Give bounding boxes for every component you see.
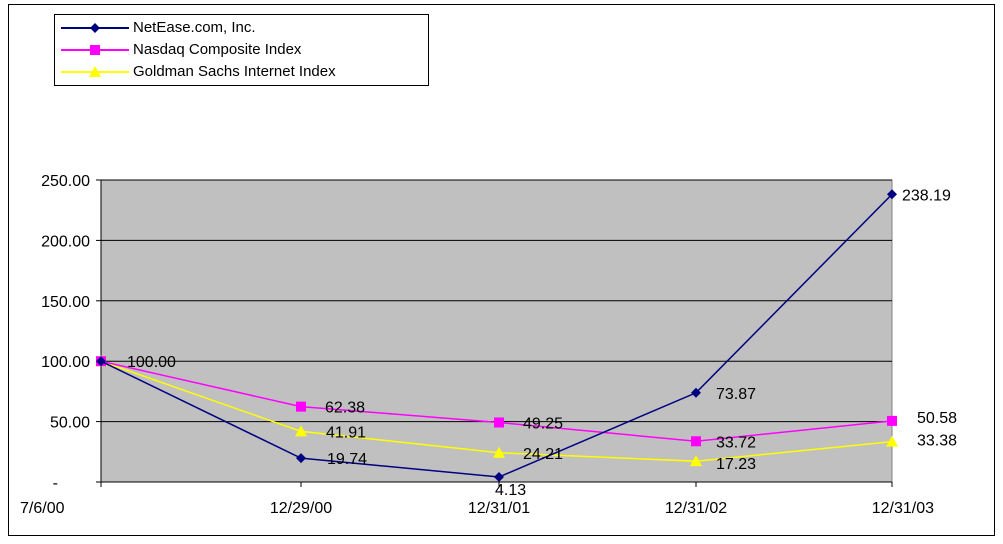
data-point: [493, 446, 505, 458]
data-point: [690, 455, 702, 467]
data-point: [295, 425, 307, 437]
data-label: 238.19: [902, 187, 951, 204]
y-tick-label: 200.00: [41, 233, 90, 250]
legend-marker-diamond-icon: [61, 23, 129, 33]
y-tick-label: -: [53, 475, 58, 492]
data-label: 62.38: [325, 400, 365, 417]
data-label: 19.74: [327, 451, 367, 468]
legend-label-netease: NetEase.com, Inc.: [133, 19, 256, 36]
data-label: 41.91: [326, 424, 366, 441]
data-label: 33.38: [917, 433, 957, 450]
data-label: 49.25: [523, 416, 563, 433]
legend-item-goldman: Goldman Sachs Internet Index: [55, 62, 428, 82]
data-point: [887, 415, 897, 426]
plot-area: [100, 179, 893, 483]
data-labels: 100.00 19.74 4.13 73.87 238.19 62.38 49.25 33.7…: [127, 187, 957, 499]
y-tick-label: 250.00: [41, 173, 90, 190]
x-tick-label: 12/31/01: [468, 500, 530, 517]
series-layer: [95, 189, 898, 483]
data-label: 4.13: [495, 482, 526, 499]
x-tick-label: 12/29/00: [270, 500, 332, 517]
legend-label-goldman: Goldman Sachs Internet Index: [133, 63, 336, 80]
legend: NetEase.com, Inc. Nasdaq Composite Index…: [54, 14, 429, 86]
data-label: 24.21: [523, 446, 563, 463]
data-point: [691, 387, 701, 398]
data-label: 17.23: [716, 456, 756, 473]
data-point: [494, 472, 504, 483]
legend-marker-square-icon: [61, 45, 129, 55]
legend-label-nasdaq: Nasdaq Composite Index: [133, 41, 302, 58]
legend-item-nasdaq: Nasdaq Composite Index: [55, 40, 428, 60]
y-tick-label: 100.00: [41, 354, 90, 371]
data-point: [887, 189, 897, 200]
y-tick-label: 150.00: [41, 294, 90, 311]
legend-item-netease: NetEase.com, Inc.: [55, 18, 428, 38]
data-point: [494, 417, 504, 428]
y-tick-label: 50.00: [50, 415, 90, 432]
data-label: 33.72: [716, 434, 756, 451]
x-tick-label: 12/31/02: [665, 500, 727, 517]
data-point: [296, 453, 306, 464]
data-point: [96, 356, 106, 367]
data-point: [691, 436, 701, 447]
axes: 250.00 200.00 150.00 100.00 50.00 - 7/6/00 12/2…: [20, 173, 934, 517]
x-tick-label: 12/31/03: [872, 500, 934, 517]
data-label: 50.58: [917, 410, 957, 427]
data-point: [296, 401, 306, 412]
data-point: [886, 435, 898, 447]
legend-marker-triangle-icon: [61, 66, 129, 77]
x-tick-label: 7/6/00: [20, 500, 65, 517]
data-label: 100.00: [127, 354, 176, 371]
data-label: 73.87: [716, 386, 756, 403]
